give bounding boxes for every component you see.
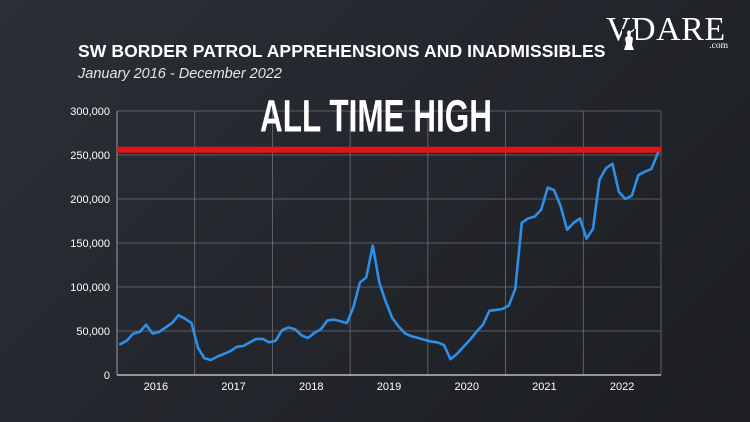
axis-layer: 0 50,000 100,000 150,000 200,000 250,000 300,0… bbox=[70, 106, 661, 393]
y-tick-label: 100,000 bbox=[70, 282, 110, 294]
series-line bbox=[118, 151, 660, 362]
x-tick-label: 2019 bbox=[377, 381, 401, 393]
x-tick-label: 2017 bbox=[221, 381, 245, 393]
y-tick-label: 50,000 bbox=[76, 326, 110, 338]
series-layer bbox=[118, 151, 660, 362]
annotation-all-time-high: ALL TIME HIGH bbox=[260, 91, 492, 142]
x-tick-label: 2020 bbox=[454, 381, 478, 393]
chart-subtitle: January 2016 - December 2022 bbox=[78, 66, 282, 82]
x-tick-label: 2021 bbox=[532, 381, 556, 393]
chart-title: SW BORDER PATROL APPREHENSIONS AND INADM… bbox=[78, 41, 606, 61]
y-tick-label: 200,000 bbox=[70, 194, 110, 206]
liberty-figure-icon bbox=[622, 29, 636, 51]
x-tick-label: 2022 bbox=[610, 381, 634, 393]
x-tick-label: 2018 bbox=[299, 381, 323, 393]
logo-domain-suffix: .com bbox=[709, 41, 728, 51]
x-tick-label: 2016 bbox=[144, 381, 168, 393]
y-tick-label: 300,000 bbox=[70, 106, 110, 118]
vdare-logo: VDARE .com bbox=[606, 11, 730, 57]
y-tick-label: 0 bbox=[104, 370, 110, 382]
y-tick-label: 150,000 bbox=[70, 238, 110, 250]
annotation-layer: ALL TIME HIGH bbox=[260, 91, 492, 142]
y-tick-label: 250,000 bbox=[70, 150, 110, 162]
